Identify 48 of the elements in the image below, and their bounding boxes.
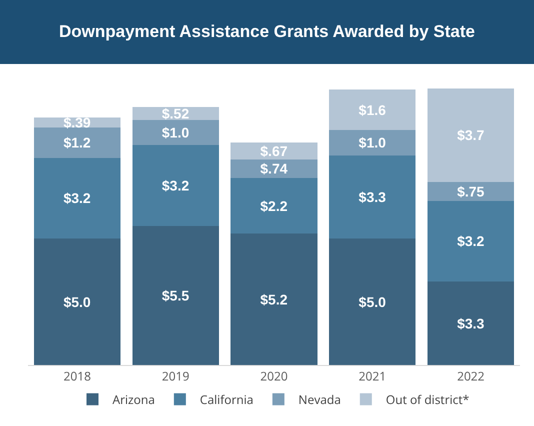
data-label: $.67 xyxy=(260,142,288,159)
data-label: $3.3 xyxy=(358,188,386,205)
data-label: $.52 xyxy=(162,105,190,122)
data-label: $5.2 xyxy=(260,291,288,308)
bar xyxy=(132,226,219,365)
bar xyxy=(132,145,219,226)
x-tick-label: 2019 xyxy=(162,367,190,384)
bar xyxy=(34,238,120,365)
bar xyxy=(428,182,514,201)
data-label: $.74 xyxy=(260,160,288,177)
data-label: $.39 xyxy=(63,114,91,131)
bar xyxy=(329,238,416,365)
bar xyxy=(428,200,514,282)
data-label: $1.6 xyxy=(358,102,386,118)
data-label: $5.0 xyxy=(358,294,386,310)
x-tick-label: 2021 xyxy=(358,367,386,384)
bar xyxy=(329,90,416,130)
bar xyxy=(329,155,416,239)
legend-label: Out of district* xyxy=(386,390,470,408)
x-tick-label: 2022 xyxy=(457,367,485,384)
data-label: $.75 xyxy=(457,183,485,200)
bar xyxy=(329,130,416,156)
bar xyxy=(34,127,120,158)
bar xyxy=(428,88,514,182)
x-tick-label: 2020 xyxy=(260,367,288,384)
data-label: $5.0 xyxy=(63,294,91,310)
data-label: $3.7 xyxy=(457,127,485,144)
data-label: $3.2 xyxy=(457,233,485,250)
data-label: $1.0 xyxy=(162,124,190,141)
bar xyxy=(428,282,514,365)
bar xyxy=(34,158,120,239)
bar xyxy=(230,142,318,160)
bar xyxy=(132,120,219,146)
x-tick-label: 2018 xyxy=(63,367,92,384)
data-label: $3.2 xyxy=(63,190,91,206)
bar xyxy=(230,234,318,365)
data-label: $5.5 xyxy=(162,288,190,304)
chart-title: Downpayment Assistance Grants Awarded by State xyxy=(0,0,534,64)
legend-label: Nevada xyxy=(298,390,341,408)
bar xyxy=(230,178,318,234)
legend-label: California xyxy=(200,390,254,408)
data-label: $1.0 xyxy=(358,134,386,151)
data-label: $3.3 xyxy=(457,315,485,332)
data-label: $2.2 xyxy=(260,198,288,214)
legend-label: Arizona xyxy=(112,390,155,408)
data-label: $3.2 xyxy=(162,178,190,194)
data-label: $1.2 xyxy=(63,134,91,151)
bar xyxy=(230,159,318,178)
